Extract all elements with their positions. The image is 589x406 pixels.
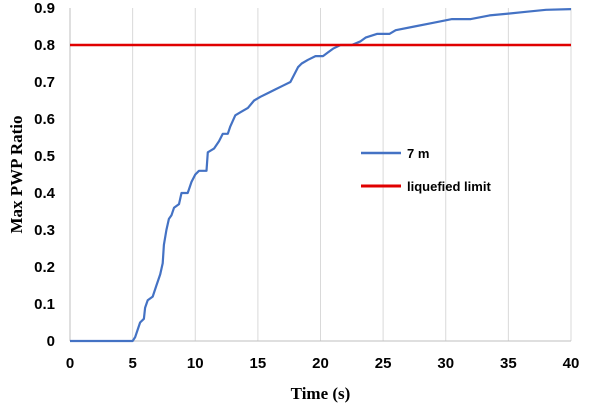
x-tick-labels: 0 5 10 15 20 25 30 35 40 — [66, 355, 580, 372]
x-tick-label-5: 5 — [128, 355, 136, 372]
y-tick-labels: 0 0.1 0.2 0.3 0.4 0.5 0.6 0.7 0.8 0.9 — [34, 0, 56, 350]
y-tick-label-0_4: 0.4 — [34, 185, 56, 202]
x-tick-label-10: 10 — [187, 355, 204, 372]
x-tick-label-30: 30 — [437, 355, 454, 372]
y-tick-label-0_5: 0.5 — [34, 148, 55, 165]
y-tick-label-0_8: 0.8 — [34, 37, 55, 54]
series-layer — [70, 8, 572, 343]
x-tick-label-35: 35 — [500, 355, 517, 372]
vertical-gridlines — [132, 8, 572, 341]
x-axis-title: Time (s) — [291, 384, 351, 403]
x-tick-label-0: 0 — [66, 355, 74, 372]
y-tick-label-0: 0 — [47, 333, 55, 350]
series-7m-line — [70, 8, 572, 343]
y-tick-label-0_1: 0.1 — [34, 296, 55, 313]
x-tick-label-15: 15 — [250, 355, 267, 372]
y-tick-label-0_6: 0.6 — [34, 111, 55, 128]
y-tick-label-0_9: 0.9 — [34, 0, 55, 17]
y-axis-title: Max PWP Ratio — [7, 115, 26, 233]
y-tick-label-0_3: 0.3 — [34, 222, 55, 239]
y-tick-label-0_7: 0.7 — [34, 74, 55, 91]
legend-label-7m: 7 m — [407, 146, 429, 161]
x-tick-label-40: 40 — [563, 355, 580, 372]
legend-label-liquefied-limit: liquefied limit — [407, 179, 491, 194]
legend: 7 m liquefied limit — [361, 146, 491, 194]
y-tick-label-0_2: 0.2 — [34, 259, 55, 276]
x-tick-label-25: 25 — [375, 355, 392, 372]
x-tick-label-20: 20 — [312, 355, 329, 372]
